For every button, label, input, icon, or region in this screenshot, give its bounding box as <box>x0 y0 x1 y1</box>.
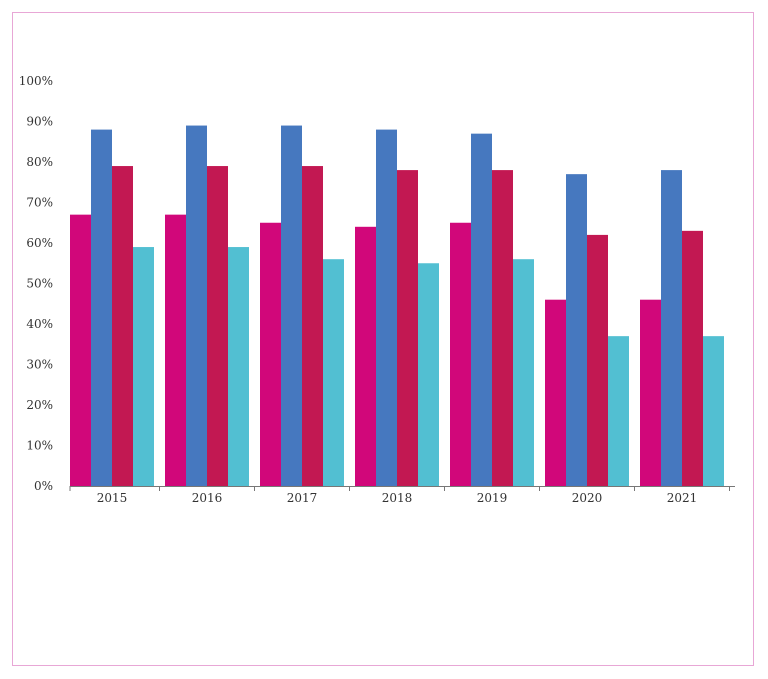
y-tick-label: 10% <box>26 439 53 453</box>
bar-2020-series-1 <box>545 299 566 486</box>
bar-2021-series-3 <box>682 230 703 486</box>
y-tick-label: 20% <box>26 398 53 412</box>
y-tick-label: 0% <box>34 479 53 493</box>
bar-2020-series-4 <box>608 336 629 486</box>
y-tick-label: 90% <box>26 115 53 129</box>
x-tick-label: 2015 <box>97 491 128 505</box>
bar-2017-series-2 <box>281 125 302 487</box>
bar-2017-series-1 <box>260 222 281 486</box>
bar-2021-series-4 <box>703 336 724 486</box>
bar-2020-series-2 <box>566 174 587 486</box>
bar-2018-series-3 <box>397 170 418 486</box>
x-tick-label: 2019 <box>477 491 508 505</box>
bar-2016-series-4 <box>228 247 249 486</box>
bar-2017-series-3 <box>302 166 323 487</box>
y-tick-label: 100% <box>19 74 53 88</box>
bar-2016-series-2 <box>186 125 207 487</box>
x-axis-labels: 2015 2016 2017 2018 2019 2020 2021 <box>69 486 730 505</box>
bar-2016-series-1 <box>165 214 186 486</box>
bar-2021-series-2 <box>661 170 682 486</box>
y-tick-label: 70% <box>26 196 53 210</box>
bar-2018-series-1 <box>355 226 376 487</box>
x-tick-label: 2018 <box>382 491 413 505</box>
bar-2015-series-2 <box>91 129 112 486</box>
bar-2018-series-2 <box>376 129 397 486</box>
bar-2020-series-3 <box>587 234 608 486</box>
bars-group <box>70 125 724 487</box>
bar-2019-series-4 <box>513 259 534 486</box>
bar-2015-series-4 <box>133 247 154 486</box>
bar-2019-series-2 <box>471 133 492 486</box>
x-tick-label: 2020 <box>572 491 603 505</box>
y-tick-label: 40% <box>26 317 53 331</box>
y-tick-label: 30% <box>26 358 53 372</box>
bar-2015-series-1 <box>70 214 91 486</box>
bar-2019-series-3 <box>492 170 513 486</box>
bar-2016-series-3 <box>207 166 228 487</box>
x-tick-label: 2021 <box>667 491 698 505</box>
bar-2021-series-1 <box>640 299 661 486</box>
bar-2019-series-1 <box>450 222 471 486</box>
bar-2015-series-3 <box>112 166 133 487</box>
x-tick-label: 2016 <box>192 491 223 505</box>
y-tick-label: 60% <box>26 236 53 250</box>
y-tick-label: 80% <box>26 155 53 169</box>
bar-2018-series-4 <box>418 263 439 486</box>
x-tick-label: 2017 <box>287 491 318 505</box>
y-axis-labels: 0% 10% 20% 30% 40% 50% 60% 70% 80% 90% 100% <box>19 74 53 493</box>
y-tick-label: 50% <box>26 277 53 291</box>
bar-2017-series-4 <box>323 259 344 486</box>
